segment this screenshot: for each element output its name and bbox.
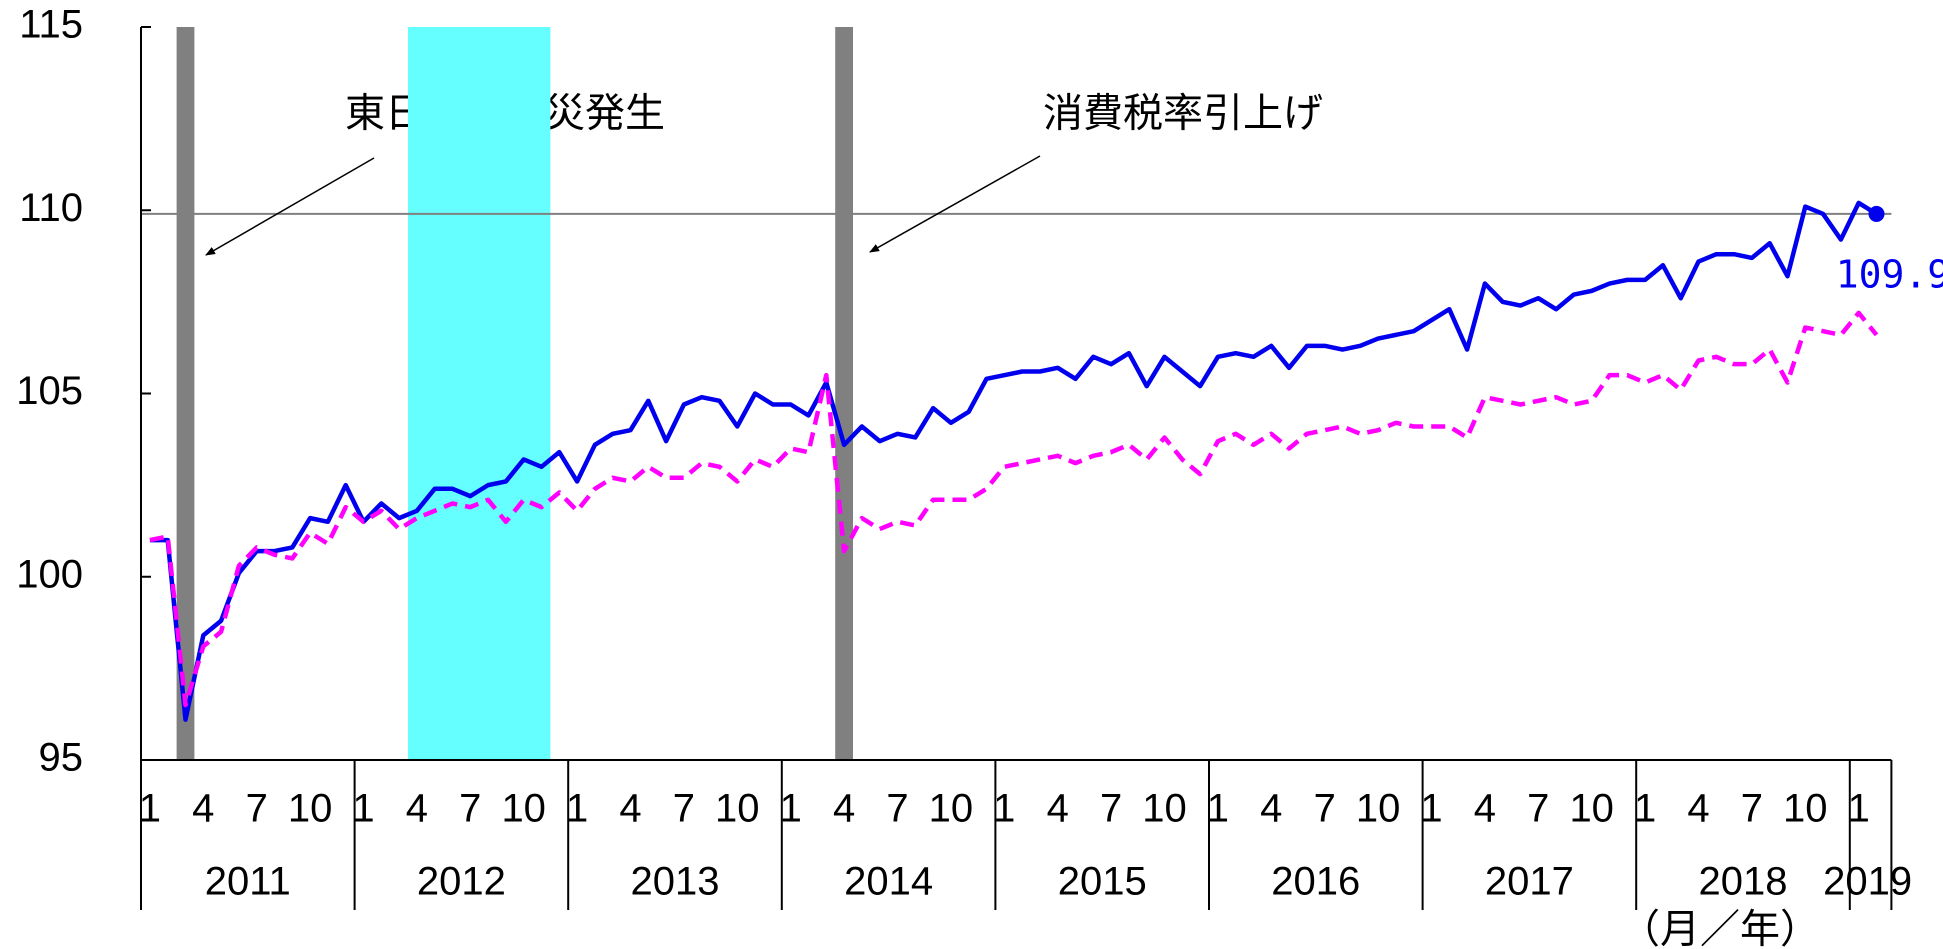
y-tick-label: 100: [16, 552, 83, 596]
y-tick-label: 95: [39, 736, 84, 780]
x-tick-label: 4: [833, 787, 855, 831]
x-tick-label: 1: [566, 787, 588, 831]
x-tick-label: 10: [1142, 787, 1187, 831]
year-label: 2017: [1485, 860, 1574, 904]
x-tick-label: 4: [406, 787, 428, 831]
x-tick-label: 1: [993, 787, 1015, 831]
x-tick-label: 1: [1848, 787, 1870, 831]
x-tick-label: 7: [459, 787, 481, 831]
x-axis-label: （月／年）: [1620, 908, 1820, 949]
x-tick-label: 4: [1474, 787, 1496, 831]
x-tick-label: 10: [1356, 787, 1401, 831]
x-tick-label: 7: [886, 787, 908, 831]
x-tick-label: 4: [619, 787, 641, 831]
x-tick-label: 1: [1420, 787, 1442, 831]
year-label: 2016: [1271, 860, 1360, 904]
year-label: 2012: [417, 860, 506, 904]
arrow: [205, 157, 375, 256]
x-tick-label: 1: [1634, 787, 1656, 831]
y-tick-label: 110: [19, 186, 83, 230]
year-label: 2018: [1699, 860, 1788, 904]
x-tick-label: 4: [192, 787, 214, 831]
x-tick-label: 7: [1100, 787, 1122, 831]
x-tick-label: 7: [1741, 787, 1763, 831]
annotation: 消費税率引上げ: [1043, 92, 1323, 136]
x-tick-label: 1: [780, 787, 802, 831]
x-tick-label: 1: [352, 787, 374, 831]
shaded-period: [835, 27, 853, 760]
x-tick-label: 4: [1260, 787, 1282, 831]
year-label: 2014: [844, 860, 933, 904]
x-tick-label: 10: [1569, 787, 1614, 831]
x-tick-label: 7: [673, 787, 695, 831]
x-tick-label: 10: [1783, 787, 1828, 831]
data-label: 109.9: [1836, 253, 1943, 297]
series-line: [149, 310, 1879, 708]
x-tick-label: 7: [246, 787, 268, 831]
x-tick-label: 4: [1047, 787, 1069, 831]
y-tick-label: 115: [19, 3, 83, 47]
x-tick-label: 10: [715, 787, 760, 831]
year-label: 2015: [1058, 860, 1147, 904]
shaded-period: [176, 27, 195, 760]
x-tick-label: 7: [1527, 787, 1549, 831]
y-tick-label: 105: [16, 369, 83, 413]
x-tick-label: 10: [288, 787, 333, 831]
x-tick-label: 4: [1687, 787, 1709, 831]
end-marker: [1868, 205, 1885, 222]
x-tick-label: 1: [139, 787, 161, 831]
shaded-period: [408, 27, 551, 760]
year-label: 2019: [1823, 860, 1912, 904]
arrow: [869, 155, 1041, 253]
year-label: 2013: [631, 860, 720, 904]
x-tick-label: 10: [929, 787, 974, 831]
x-tick-label: 7: [1314, 787, 1336, 831]
x-tick-label: 10: [501, 787, 546, 831]
year-label: 2011: [205, 860, 291, 904]
series-line: [149, 200, 1878, 722]
x-tick-label: 1: [1207, 787, 1229, 831]
